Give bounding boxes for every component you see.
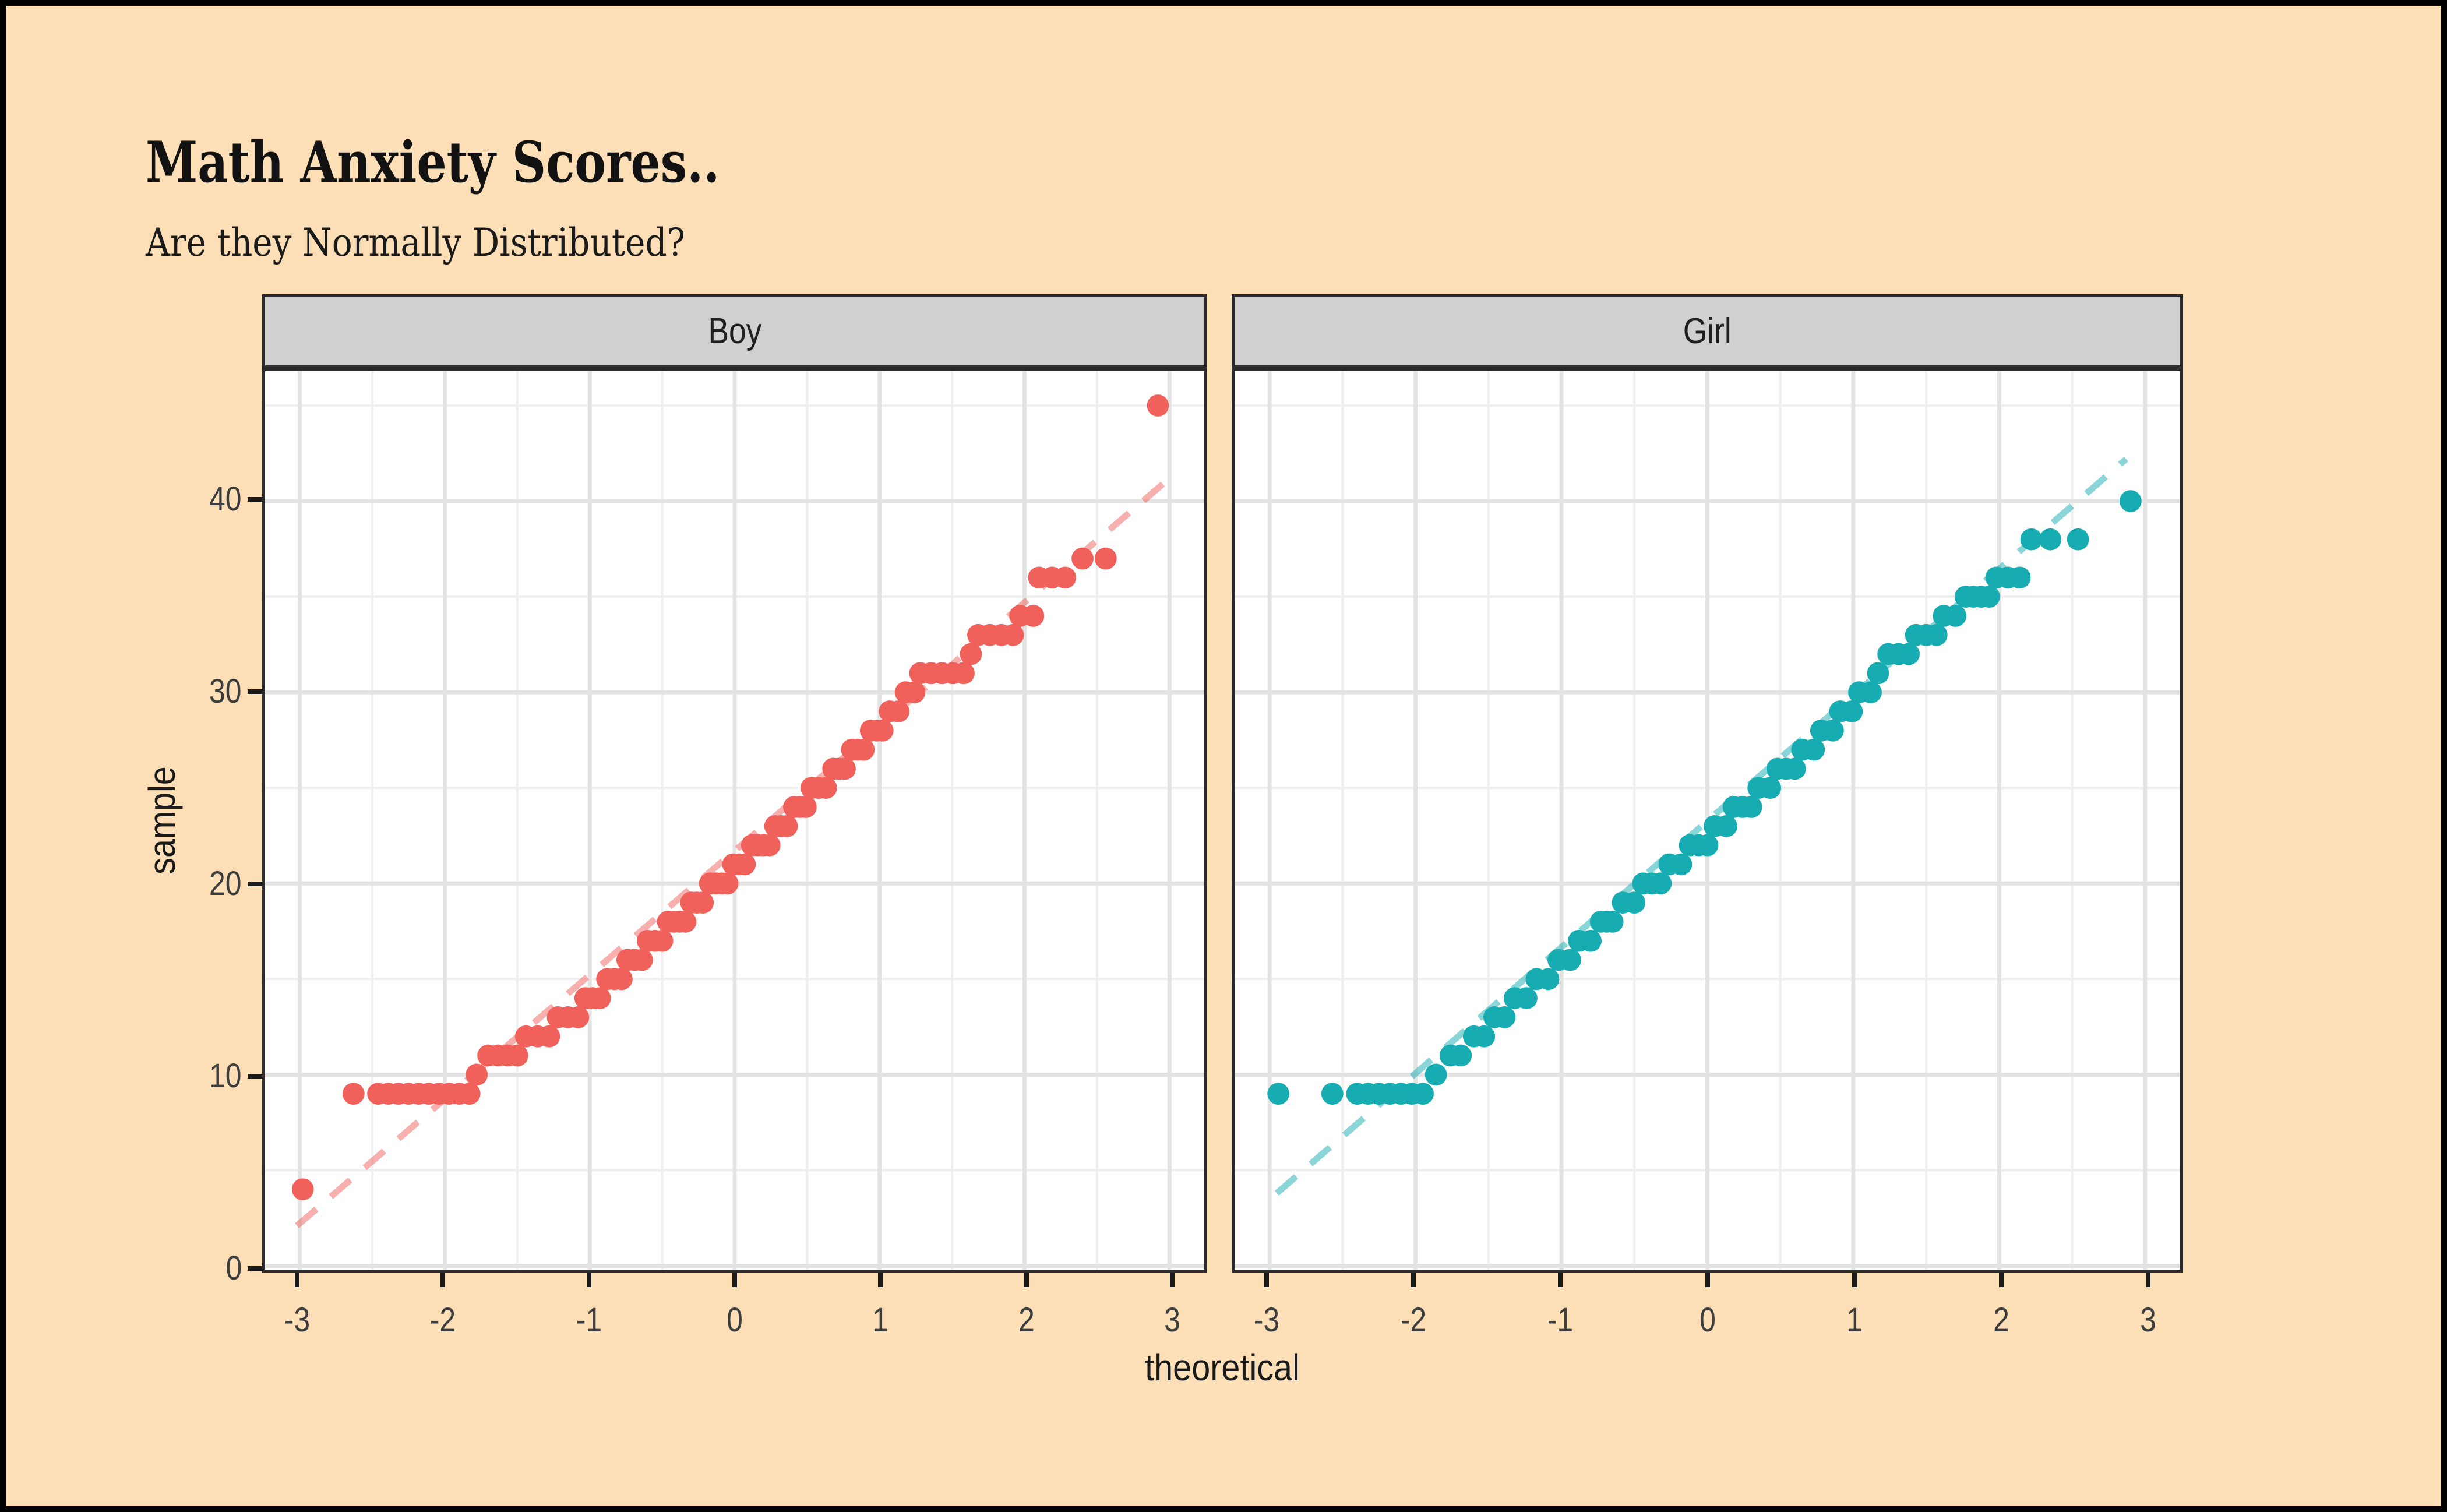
x-axis-tick — [1705, 1273, 1710, 1287]
qq-panel-boy — [262, 368, 1207, 1273]
x-axis-tick — [878, 1273, 883, 1287]
qq-points — [291, 394, 1169, 1201]
x-axis-tick — [1024, 1273, 1029, 1287]
major-gridlines — [1235, 371, 2180, 1270]
y-tick-label: 10 — [209, 1057, 242, 1095]
x-tick-label: 0 — [727, 1301, 743, 1339]
qq-plot-svg — [265, 371, 1204, 1270]
y-tick-label: 0 — [225, 1249, 242, 1288]
qq-panel-girl — [1232, 368, 2183, 1273]
x-tick-label: 3 — [1164, 1301, 1180, 1339]
x-tick-label: 3 — [2139, 1301, 2156, 1339]
facet-strip-label: Girl — [1683, 311, 1732, 351]
x-axis-tick — [586, 1273, 591, 1287]
x-axis-tick — [1411, 1273, 1416, 1287]
major-gridlines — [265, 371, 1204, 1270]
chart-title: Math Anxiety Scores.. — [146, 129, 720, 195]
y-axis-tick — [248, 496, 262, 502]
x-tick-label: -3 — [284, 1301, 311, 1339]
x-tick-label: -1 — [1547, 1301, 1574, 1339]
x-axis-tick — [1852, 1273, 1857, 1287]
facet-strip-boy: Boy — [262, 294, 1207, 368]
y-tick-label: 20 — [209, 864, 242, 903]
y-axis-tick — [248, 689, 262, 694]
qq-plot-svg — [1235, 371, 2180, 1270]
x-axis-tick — [295, 1273, 300, 1287]
x-axis-tick — [1558, 1273, 1563, 1287]
x-axis-tick — [1998, 1273, 2004, 1287]
x-tick-label: -3 — [1254, 1301, 1280, 1339]
x-axis-tick — [1169, 1273, 1175, 1287]
chart-subtitle: Are they Normally Distributed? — [146, 220, 685, 265]
x-axis-tick — [732, 1273, 737, 1287]
x-tick-label: 2 — [1018, 1301, 1035, 1339]
x-tick-label: -2 — [1401, 1301, 1427, 1339]
x-tick-label: -2 — [430, 1301, 456, 1339]
x-tick-label: 1 — [872, 1301, 889, 1339]
x-tick-label: 2 — [1993, 1301, 2009, 1339]
y-axis-tick — [248, 1266, 262, 1271]
y-tick-label: 30 — [209, 672, 242, 710]
facet-strip-girl: Girl — [1232, 294, 2183, 368]
y-axis-tick — [248, 1074, 262, 1079]
x-tick-label: 1 — [1846, 1301, 1863, 1339]
x-tick-label: -1 — [576, 1301, 602, 1339]
x-axis-tick — [2145, 1273, 2150, 1287]
x-axis-tick — [1264, 1273, 1270, 1287]
x-axis-title: theoretical — [1145, 1347, 1300, 1388]
qq-reference-line — [1275, 456, 2128, 1196]
x-axis-tick — [440, 1273, 446, 1287]
y-tick-label: 40 — [209, 480, 242, 518]
y-axis-tick — [248, 881, 262, 886]
qq-points — [1267, 490, 2142, 1105]
y-axis-title: sample — [141, 766, 183, 875]
x-tick-label: 0 — [1699, 1301, 1716, 1339]
facet-strip-label: Boy — [708, 311, 761, 351]
